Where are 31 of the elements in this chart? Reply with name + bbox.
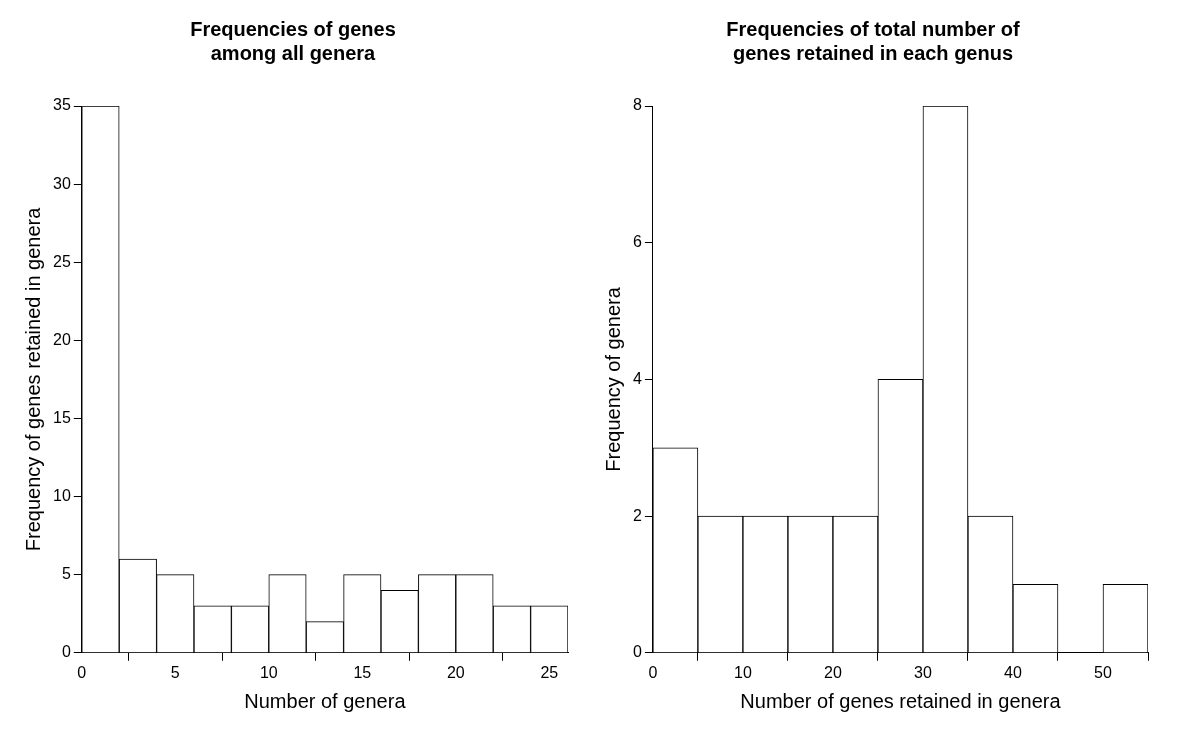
y-tick-label: 2	[632, 506, 642, 524]
x-tick-label: 10	[259, 663, 278, 681]
y-tick-label: 20	[53, 330, 71, 348]
x-tick-label: 5	[170, 663, 180, 681]
y-tick-label: 30	[53, 174, 71, 192]
x-tick-label: 15	[353, 663, 372, 681]
y-tick-label: 15	[53, 408, 71, 426]
x-axis-title: Number of genes retained in genera	[740, 689, 1062, 712]
x-tick-label: 10	[734, 663, 752, 681]
y-tick-label: 0	[632, 643, 642, 661]
y-tick-label: 4	[632, 369, 642, 387]
x-tick-label: 30	[914, 663, 932, 681]
y-tick-label: 25	[53, 252, 71, 270]
y-axis-title: Frequency of genes retained in genera	[21, 206, 44, 552]
y-tick-label: 35	[53, 96, 71, 114]
x-tick-label: 20	[446, 663, 465, 681]
x-tick-label: 50	[1094, 663, 1112, 681]
chart-title: Frequencies of total number of genes retained in each genus	[726, 17, 1021, 64]
y-tick-label: 6	[632, 233, 642, 251]
x-tick-label: 40	[1004, 663, 1022, 681]
chart-title: Frequencies of genes among all genera	[190, 17, 396, 64]
y-tick-label: 5	[61, 565, 71, 583]
y-tick-label: 10	[53, 486, 71, 504]
y-tick-label: 0	[61, 643, 71, 661]
x-axis-title: Number of genera	[244, 689, 407, 712]
x-tick-label: 0	[77, 663, 87, 681]
x-tick-label: 25	[540, 663, 559, 681]
x-tick-label: 0	[648, 663, 658, 681]
y-axis-title: Frequency of genera	[601, 286, 624, 472]
x-tick-label: 20	[824, 663, 842, 681]
y-tick-label: 8	[632, 96, 642, 114]
